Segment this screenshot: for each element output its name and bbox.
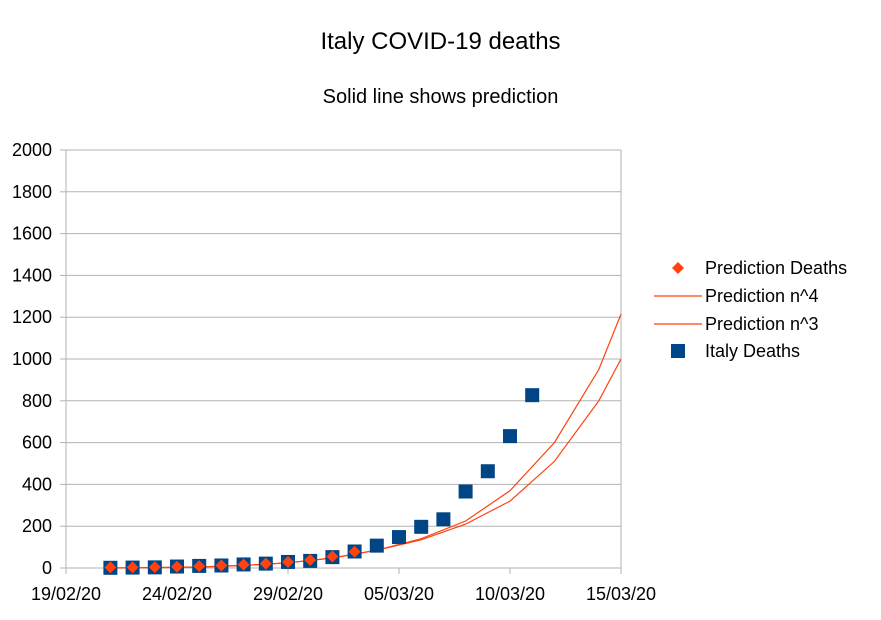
prediction-deaths-point	[104, 561, 117, 574]
italy-deaths-point	[414, 519, 429, 534]
prediction-deaths-point	[126, 561, 139, 574]
italy-deaths-point	[480, 464, 495, 479]
prediction-deaths-point	[171, 560, 183, 573]
x-tick-label: 05/03/20	[364, 584, 434, 604]
y-tick-label: 0	[42, 558, 52, 578]
prediction-deaths-point	[282, 555, 294, 568]
prediction-deaths-point	[304, 554, 317, 567]
prediction-deaths-point	[348, 545, 361, 558]
prediction-deaths-point	[215, 559, 228, 572]
chart-title: Italy COVID-19 deaths	[320, 28, 561, 55]
series-line	[110, 358, 622, 569]
chart-subtitle: Solid line shows prediction	[322, 86, 559, 108]
series-line	[110, 313, 622, 569]
y-tick-label: 1200	[12, 307, 52, 327]
legend-square-icon	[671, 344, 685, 358]
x-tick-label: 29/02/20	[253, 584, 323, 604]
italy-deaths-point	[369, 538, 384, 553]
prediction-deaths-point	[148, 561, 161, 574]
prediction-deaths-point	[193, 560, 206, 573]
x-tick-label: 10/03/20	[475, 584, 545, 604]
y-tick-label: 1000	[12, 349, 52, 369]
legend-label: Prediction n^4	[705, 286, 819, 306]
y-tick-label: 2000	[12, 140, 52, 160]
axes	[60, 149, 622, 574]
legend: Prediction Deaths Prediction n^4 Predictio…	[654, 258, 847, 361]
x-tick-label: 24/02/20	[142, 584, 212, 604]
data-points	[103, 388, 540, 575]
y-tick-label: 200	[22, 516, 52, 536]
prediction-lines	[110, 313, 622, 569]
y-tick-label: 400	[22, 474, 52, 494]
x-tick-label: 19/02/20	[31, 584, 101, 604]
y-tick-label: 1800	[12, 182, 52, 202]
legend-label: Italy Deaths	[705, 341, 800, 361]
grid-lines	[66, 149, 621, 569]
prediction-deaths-point	[259, 557, 272, 570]
italy-deaths-point	[392, 530, 406, 545]
tick-labels: 0 200 400 600 800 1000 1200 1400 1600 1800 2000 19/…	[12, 140, 656, 604]
y-tick-label: 800	[22, 391, 52, 411]
prediction-deaths-point	[326, 550, 339, 563]
italy-deaths-point	[458, 484, 473, 499]
prediction-deaths-point	[237, 558, 250, 571]
x-tick-label: 15/03/20	[586, 584, 656, 604]
legend-label: Prediction Deaths	[705, 258, 847, 278]
legend-label: Prediction n^3	[705, 314, 819, 334]
legend-diamond-icon	[672, 262, 684, 274]
italy-deaths-point	[525, 388, 540, 403]
y-tick-label: 1400	[12, 265, 52, 285]
y-tick-label: 1600	[12, 224, 52, 244]
italy-deaths-point	[503, 429, 517, 444]
y-tick-label: 600	[22, 433, 52, 453]
italy-deaths-point	[436, 512, 451, 527]
